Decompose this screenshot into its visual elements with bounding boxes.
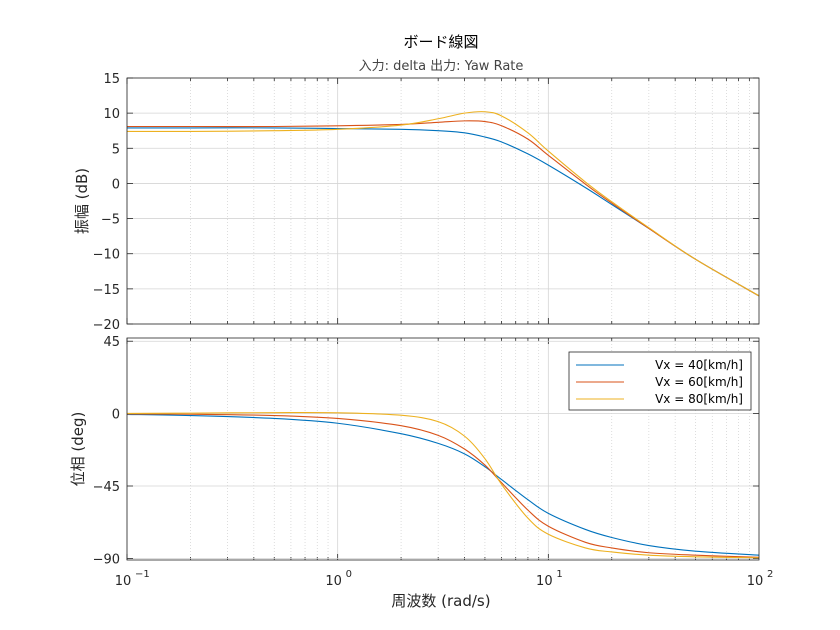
xtick-label: 10 xyxy=(747,574,764,589)
chart-title: ボード線図 xyxy=(403,33,478,51)
magnitude-panel: 15 10 5 0 −5 −10 −15 −20 振幅 (dB) xyxy=(73,72,760,333)
magnitude-series xyxy=(126,111,760,297)
phase-ytick-labels: 45 0 −45 −90 xyxy=(93,335,120,567)
ytick-label: 0 xyxy=(112,177,120,192)
phase-xtick-labels: 10 −1 10 0 10 1 10 2 xyxy=(115,569,774,589)
series-line-2 xyxy=(127,120,760,297)
ytick-label: −10 xyxy=(93,248,120,263)
legend: Vx = 40[km/h] Vx = 60[km/h] Vx = 80[km/h] xyxy=(568,351,752,411)
ytick-label: 15 xyxy=(103,72,120,87)
ytick-label: −5 xyxy=(101,213,120,228)
phase-series xyxy=(126,411,760,559)
legend-label-2: Vx = 60[km/h] xyxy=(655,375,743,389)
ytick-label: 5 xyxy=(112,142,120,157)
ytick-label: −20 xyxy=(93,318,120,333)
ytick-label: −15 xyxy=(93,283,120,298)
xtick-exponent: 2 xyxy=(767,569,773,580)
ytick-label: −90 xyxy=(93,552,120,567)
ytick-label: 0 xyxy=(112,408,120,423)
ytick-label: −45 xyxy=(93,480,120,495)
series-line-3 xyxy=(126,111,760,297)
magnitude-ylabel: 振幅 (dB) xyxy=(73,168,91,234)
xtick-exponent: 1 xyxy=(556,569,562,580)
phase-panel: 450−45−90 10 −1 10 0 10 1 10 2 位相 (deg) 周波数 (ra… xyxy=(69,335,773,610)
legend-box xyxy=(568,351,752,411)
legend-label-1: Vx = 40[km/h] xyxy=(655,358,743,372)
chart-subtitle: 入力: delta 出力: Yaw Rate xyxy=(359,59,524,74)
ytick-label: 10 xyxy=(103,107,120,122)
magnitude-axes-frame xyxy=(127,78,759,324)
x-axis-label: 周波数 (rad/s) xyxy=(391,592,490,610)
phase-ylabel: 位相 (deg) xyxy=(69,412,87,487)
legend-label-3: Vx = 80[km/h] xyxy=(655,392,743,406)
xtick-label: 10 xyxy=(325,574,342,589)
series-line-3 xyxy=(126,411,760,559)
xtick-label: 10 xyxy=(115,574,132,589)
series-line-2 xyxy=(126,413,760,558)
xtick-exponent: −1 xyxy=(135,569,150,580)
ytick-label: 45 xyxy=(103,335,120,350)
xtick-exponent: 0 xyxy=(346,569,352,580)
magnitude-ytick-labels: 15 10 5 0 −5 −10 −15 −20 xyxy=(93,72,120,333)
xtick-label: 10 xyxy=(536,574,553,589)
